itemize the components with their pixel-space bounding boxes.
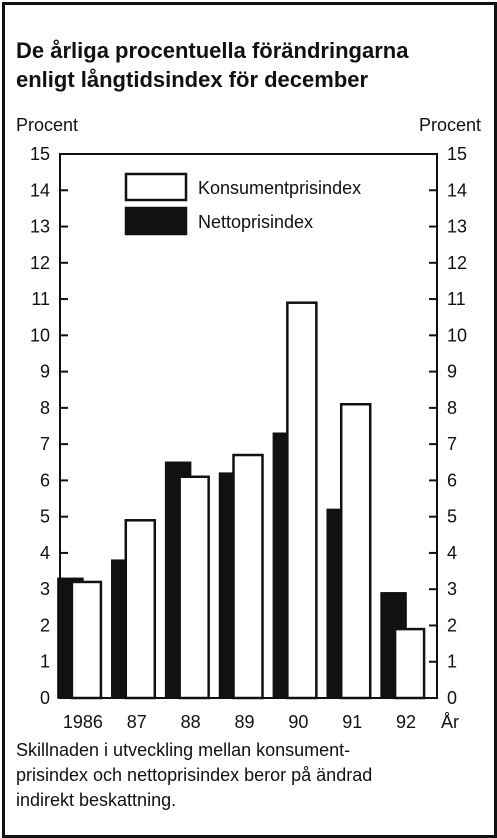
x-tick-label: 90 (288, 712, 308, 732)
y-tick-label-left: 13 (30, 217, 50, 237)
caption-line-3: indirekt beskattning. (16, 790, 177, 810)
bar-konsumentprisindex (232, 453, 264, 700)
x-tick-label: 91 (342, 712, 362, 732)
y-tick-label-left: 2 (40, 615, 50, 635)
caption-line-2: prisindex och nettoprisindex beror på än… (16, 765, 373, 785)
chart-title-line-2: enligt långtidsindex för december (16, 67, 369, 92)
y-tick-label-left: 11 (31, 289, 50, 309)
y-tick-label-left: 6 (40, 470, 50, 490)
y-tick-label-left: 14 (30, 180, 50, 200)
x-tick-label: 88 (181, 712, 201, 732)
x-tick-label: 89 (234, 712, 254, 732)
y-tick-label-left: 1 (40, 652, 50, 672)
y-tick-label-left: 5 (40, 507, 50, 527)
chart-caption: Skillnaden i utveckling mellan konsument… (16, 738, 486, 813)
y-tick-label-right: 12 (447, 253, 467, 273)
x-tick-label: 1986 (63, 712, 103, 732)
caption-line-1: Skillnaden i utveckling mellan konsument… (16, 740, 351, 760)
x-tick-label: 92 (396, 712, 416, 732)
chart-title: De årliga procentuella förändringarna en… (16, 36, 476, 94)
y-tick-label-right: 11 (447, 289, 466, 309)
y-axis-label-left: Procent (16, 115, 79, 135)
y-tick-label-right: 14 (447, 180, 467, 200)
y-tick-label-left: 15 (30, 144, 50, 164)
y-tick-label-right: 6 (447, 470, 457, 490)
y-axis-label-right: Procent (418, 115, 481, 135)
y-tick-label-right: 13 (447, 217, 467, 237)
y-tick-label-left: 3 (40, 579, 50, 599)
y-tick-label-right: 7 (447, 434, 457, 454)
bar-konsumentprisindex (178, 475, 210, 700)
chart-title-line-1: De årliga procentuella förändringarna (16, 38, 409, 63)
y-tick-label-right: 15 (447, 144, 467, 164)
y-tick-label-left: 9 (40, 362, 50, 382)
bar-konsumentprisindex (286, 301, 318, 700)
legend-label-nettoprisindex: Nettoprisindex (198, 212, 313, 232)
y-tick-label-right: 4 (447, 543, 457, 563)
bar-konsumentprisindex (393, 627, 426, 700)
y-tick-label-right: 2 (447, 615, 457, 635)
y-tick-label-left: 8 (40, 398, 50, 418)
y-tick-label-left: 4 (40, 543, 50, 563)
bar-konsumentprisindex (124, 519, 157, 700)
y-tick-label-left: 0 (40, 688, 50, 708)
x-tick-label: 87 (127, 712, 147, 732)
y-tick-label-right: 1 (447, 652, 457, 672)
y-tick-label-left: 12 (30, 253, 50, 273)
legend-swatch-konsumentprisindex (124, 172, 188, 202)
y-tick-label-right: 5 (447, 507, 457, 527)
bar-konsumentprisindex (70, 580, 103, 700)
bar-konsumentprisindex (339, 402, 372, 700)
y-tick-label-right: 8 (447, 398, 457, 418)
legend-label-konsumentprisindex: Konsumentprisindex (198, 178, 361, 198)
y-tick-label-right: 10 (447, 325, 467, 345)
y-tick-label-left: 7 (40, 434, 50, 454)
legend-swatch-nettoprisindex (124, 206, 188, 236)
y-tick-label-left: 10 (30, 325, 50, 345)
y-tick-label-right: 0 (447, 688, 457, 708)
y-tick-label-right: 9 (447, 362, 457, 382)
x-axis-label: År (441, 712, 459, 732)
y-tick-label-right: 3 (447, 579, 457, 599)
